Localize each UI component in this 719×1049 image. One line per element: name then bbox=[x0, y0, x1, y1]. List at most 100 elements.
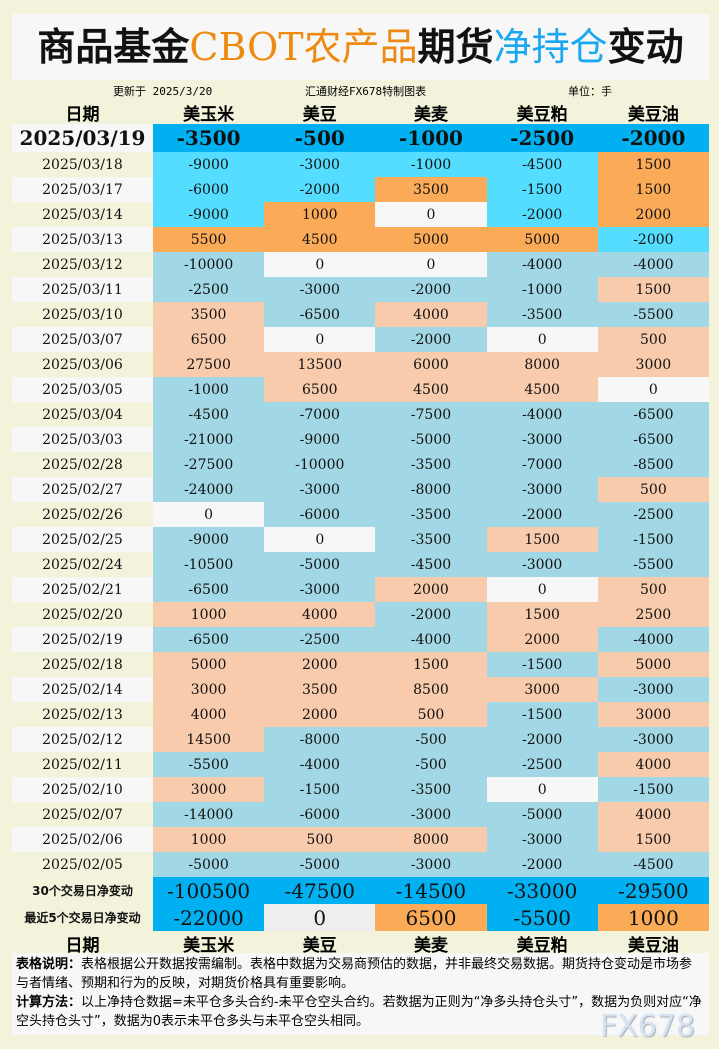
value-cell: 0 bbox=[486, 577, 598, 602]
updated-date: 更新于 2025/3/20 bbox=[113, 85, 213, 98]
value-cell: -4500 bbox=[486, 152, 598, 177]
value-cell: -3000 bbox=[486, 552, 598, 577]
value-cell: 500 bbox=[597, 477, 709, 502]
value-cell: -6000 bbox=[264, 502, 376, 527]
table-row: 2025/03/19 -3500 -500 -1000 -2500 -2000 bbox=[12, 124, 709, 152]
table-row: 2025/02/26 0 -6000 -3500 -2000 -2500 bbox=[12, 502, 709, 527]
value-cell: -4000 bbox=[597, 627, 709, 652]
row-date: 2025/03/11 bbox=[12, 277, 153, 302]
value-cell: -2500 bbox=[264, 627, 376, 652]
title-part: 净持仓 bbox=[493, 25, 608, 69]
table-row: 最近5个交易日净变动 -22000 0 6500 -5500 1000 bbox=[12, 904, 709, 931]
value-cell: -21000 bbox=[153, 427, 265, 452]
table-row: 2025/03/13 5500 4500 5000 5000 -2000 bbox=[12, 227, 709, 252]
table-row: 2025/03/18 -9000 -3000 -1000 -4500 1500 bbox=[12, 152, 709, 177]
value-cell: -2000 bbox=[597, 124, 709, 152]
value-cell: 14500 bbox=[153, 727, 265, 752]
value-cell: 0 bbox=[486, 777, 598, 802]
value-cell: 13500 bbox=[264, 352, 376, 377]
col-soybean: 美豆 bbox=[302, 105, 337, 125]
value-cell: -4500 bbox=[597, 852, 709, 877]
table-row: 2025/03/03 -21000 -9000 -5000 -3000 -6500 bbox=[12, 427, 709, 452]
value-cell: -3000 bbox=[264, 277, 376, 302]
row-date: 2025/02/24 bbox=[12, 552, 153, 577]
value-cell: -2500 bbox=[486, 752, 598, 777]
table-row: 2025/03/05 -1000 6500 4500 4500 0 bbox=[12, 377, 709, 402]
table-row: 2025/02/10 3000 -1500 -3500 0 -1500 bbox=[12, 777, 709, 802]
value-cell: -500 bbox=[375, 727, 487, 752]
row-date: 2025/02/07 bbox=[12, 802, 153, 827]
title-part: 变动 bbox=[607, 24, 684, 69]
row-date: 2025/03/05 bbox=[12, 377, 153, 402]
value-cell: 1000 bbox=[153, 602, 265, 627]
row-date: 2025/02/26 bbox=[12, 502, 153, 527]
value-cell: 2000 bbox=[264, 652, 376, 677]
value-cell: -1000 bbox=[375, 124, 487, 152]
table-row: 2025/02/07 -14000 -6000 -3000 -5000 4000 bbox=[12, 802, 709, 827]
row-date: 最近5个交易日净变动 bbox=[12, 904, 153, 931]
value-cell: -1000 bbox=[486, 277, 598, 302]
value-cell: -8000 bbox=[375, 477, 487, 502]
value-cell: -2000 bbox=[486, 852, 598, 877]
table-row: 2025/02/18 5000 2000 1500 -1500 5000 bbox=[12, 652, 709, 677]
value-cell: -500 bbox=[264, 124, 376, 152]
value-cell: -2000 bbox=[597, 227, 709, 252]
value-cell: -5500 bbox=[597, 302, 709, 327]
value-cell: -2500 bbox=[153, 277, 265, 302]
value-cell: 500 bbox=[597, 327, 709, 352]
note-label: 计算方法： bbox=[16, 995, 82, 1010]
value-cell: -10000 bbox=[153, 252, 265, 277]
value-cell: -3500 bbox=[375, 527, 487, 552]
title-part: CBOT农产品 bbox=[189, 25, 418, 69]
row-date: 2025/02/18 bbox=[12, 652, 153, 677]
row-date: 2025/03/12 bbox=[12, 252, 153, 277]
value-cell: -3000 bbox=[597, 727, 709, 752]
value-cell: 1500 bbox=[597, 152, 709, 177]
row-date: 2025/02/25 bbox=[12, 527, 153, 552]
value-cell: -2000 bbox=[375, 602, 487, 627]
row-date: 2025/02/20 bbox=[12, 602, 153, 627]
table-row: 2025/03/07 6500 0 -2000 0 500 bbox=[12, 327, 709, 352]
value-cell: -1000 bbox=[153, 377, 265, 402]
table-row: 2025/02/14 3000 3500 8500 3000 -3000 bbox=[12, 677, 709, 702]
value-cell: 4500 bbox=[486, 377, 598, 402]
value-cell: -2000 bbox=[264, 177, 376, 202]
value-cell: 0 bbox=[486, 327, 598, 352]
row-date: 2025/02/21 bbox=[12, 577, 153, 602]
value-cell: -6000 bbox=[153, 177, 265, 202]
col-wheat: 美麦 bbox=[413, 936, 448, 956]
value-cell: -3000 bbox=[264, 577, 376, 602]
row-date: 2025/02/28 bbox=[12, 452, 153, 477]
value-cell: -1500 bbox=[264, 777, 376, 802]
row-date: 2025/02/10 bbox=[12, 777, 153, 802]
notes: 表格说明：表格根据公开数据按需编制。表格中数据为交易商预估的数据，并非最终交易数… bbox=[12, 953, 709, 1035]
value-cell: -22000 bbox=[153, 904, 265, 931]
value-cell: -24000 bbox=[153, 477, 265, 502]
value-cell: 0 bbox=[597, 377, 709, 402]
value-cell: 1000 bbox=[597, 904, 709, 931]
value-cell: 4000 bbox=[264, 602, 376, 627]
table-note: 表格说明：表格根据公开数据按需编制。表格中数据为交易商预估的数据，并非最终交易数… bbox=[16, 955, 705, 993]
value-cell: 4000 bbox=[153, 702, 265, 727]
source-label: 汇通财经FX678特制图表 bbox=[305, 85, 427, 98]
col-soyoil: 美豆油 bbox=[627, 936, 679, 956]
row-date: 2025/03/17 bbox=[12, 177, 153, 202]
col-soybean: 美豆 bbox=[302, 936, 337, 956]
value-cell: -10500 bbox=[153, 552, 265, 577]
value-cell: 3000 bbox=[597, 352, 709, 377]
value-cell: -3500 bbox=[486, 302, 598, 327]
value-cell: -3000 bbox=[597, 677, 709, 702]
table-row: 2025/02/25 -9000 0 -3500 1500 -1500 bbox=[12, 527, 709, 552]
value-cell: -3000 bbox=[264, 477, 376, 502]
row-date: 2025/02/13 bbox=[12, 702, 153, 727]
table-row: 2025/03/17 -6000 -2000 3500 -1500 1500 bbox=[12, 177, 709, 202]
subheader: 更新于 2025/3/20 汇通财经FX678特制图表 单位：手 bbox=[12, 80, 709, 98]
calc-note: 计算方法：以上净持仓数据=未平仓多头合约-未平仓空头合约。若数据为正则为“净多头… bbox=[16, 993, 705, 1031]
value-cell: -100500 bbox=[153, 877, 265, 904]
value-cell: -1500 bbox=[486, 702, 598, 727]
value-cell: -5000 bbox=[153, 852, 265, 877]
value-cell: -3000 bbox=[375, 802, 487, 827]
value-cell: -6500 bbox=[153, 627, 265, 652]
row-date: 2025/03/03 bbox=[12, 427, 153, 452]
